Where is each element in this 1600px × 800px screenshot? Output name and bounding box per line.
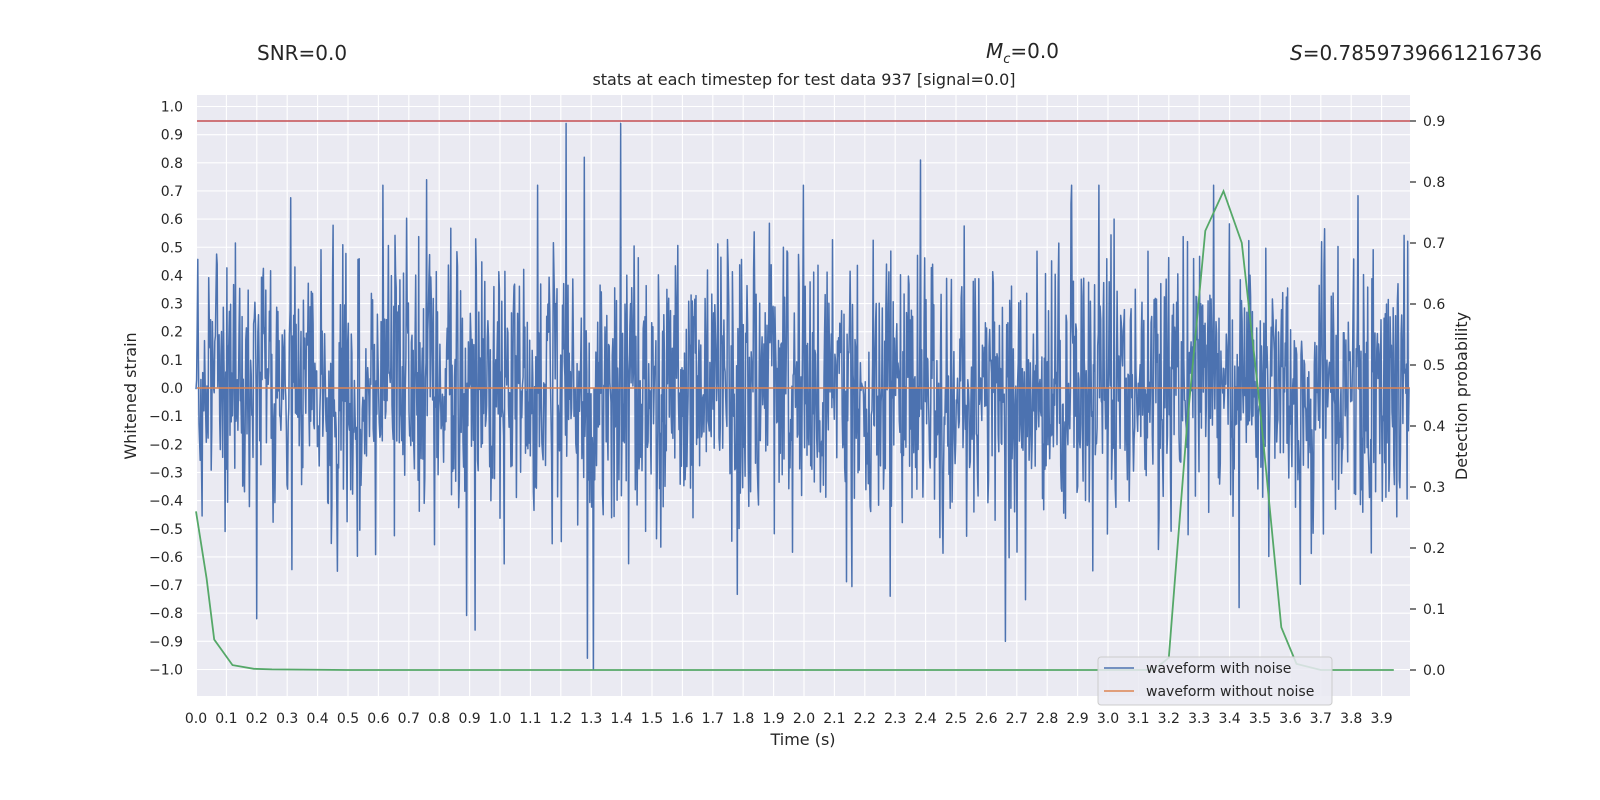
x-tick-label: 3.4 [1218, 711, 1240, 727]
x-tick-label: 1.6 [671, 711, 693, 727]
y2-tick-label: 0.1 [1423, 602, 1445, 618]
y-tick-label: 0.8 [161, 156, 183, 172]
x-tick-labels: 0.0 0.1 0.2 0.3 0.4 0.5 0.6 0.7 0.8 0.9 1.0 1.1 1.2 1… [185, 711, 1393, 727]
x-tick-label: 2.6 [975, 711, 997, 727]
y2-tick-label: 0.8 [1423, 175, 1445, 191]
noise-series [195, 122, 1410, 671]
y2-tick-label: 0.7 [1423, 236, 1445, 252]
x-tick-label: 0.3 [276, 711, 298, 727]
y-tick-label: −1.0 [149, 663, 183, 679]
x-tick-label: 2.3 [884, 711, 906, 727]
x-tick-label: 0.7 [398, 711, 420, 727]
x-tick-label: 2.8 [1036, 711, 1058, 727]
x-tick-label: 1.5 [641, 711, 663, 727]
legend-label-noise: waveform with noise [1146, 661, 1291, 677]
x-tick-label: 0.8 [428, 711, 450, 727]
x-tick-label: 0.2 [246, 711, 268, 727]
y-axis-label: Whitened strain [121, 332, 140, 459]
x-tick-label: 0.0 [185, 711, 207, 727]
y-tick-label: 0.1 [161, 353, 183, 369]
x-tick-label: 3.2 [1158, 711, 1180, 727]
x-tick-label: 1.3 [580, 711, 602, 727]
x-tick-label: 1.4 [610, 711, 632, 727]
waveform-with-noise-line [195, 122, 1410, 671]
y-tick-label: 1.0 [161, 100, 183, 116]
y-tick-label: 0.0 [161, 381, 183, 397]
y-tick-label: 0.6 [161, 212, 183, 228]
x-tick-label: 3.7 [1310, 711, 1332, 727]
x-tick-label: 3.8 [1340, 711, 1362, 727]
y-tick-label: 0.9 [161, 128, 183, 144]
x-tick-label: 0.1 [215, 711, 237, 727]
x-tick-label: 2.2 [854, 711, 876, 727]
x-tick-label: 1.2 [550, 711, 572, 727]
mc-symbol: M [986, 39, 1004, 63]
s-value: =0.7859739661216736 [1302, 41, 1543, 65]
y2-tick-label: 0.4 [1423, 419, 1445, 435]
x-tick-label: 2.5 [945, 711, 967, 727]
y-tick-label: −0.5 [149, 522, 183, 538]
x-tick-label: 1.0 [489, 711, 511, 727]
x-tick-label: 3.6 [1279, 711, 1301, 727]
x-axis-label: Time (s) [769, 730, 835, 749]
mc-subscript: c [1003, 52, 1011, 67]
y-tick-label: −0.4 [149, 494, 183, 510]
y2-axis-label: Detection probability [1452, 312, 1471, 480]
y2-tick-label: 0.5 [1423, 358, 1445, 374]
y-tick-label: −0.6 [149, 550, 183, 566]
y-tick-label: 0.2 [161, 325, 183, 341]
y-tick-label: −0.7 [149, 578, 183, 594]
legend: waveform with noise waveform without noi… [1097, 656, 1333, 706]
y-tick-label: −0.3 [149, 465, 183, 481]
snr-annotation: SNR=0.0 [257, 41, 348, 65]
x-tick-label: 3.5 [1249, 711, 1271, 727]
x-tick-label: 2.7 [1006, 711, 1028, 727]
y-tick-labels: 1.0 0.9 0.8 0.7 0.6 0.5 0.4 0.3 0.2 0.1 0.0 −0.1 −0.… [149, 100, 183, 679]
y-tick-label: 0.7 [161, 184, 183, 200]
y2-tick-label: 0.6 [1423, 297, 1445, 313]
y-tick-label: 0.4 [161, 268, 183, 284]
x-tick-label: 0.6 [367, 711, 389, 727]
y-tick-label: −0.2 [149, 437, 183, 453]
s-symbol: S [1290, 41, 1303, 65]
y-tick-label: −0.8 [149, 606, 183, 622]
legend-label-clean: waveform without noise [1146, 684, 1314, 700]
legend-box [1097, 656, 1333, 706]
x-tick-label: 1.8 [732, 711, 754, 727]
x-tick-label: 2.1 [823, 711, 845, 727]
x-tick-label: 1.7 [702, 711, 724, 727]
y-tick-label: −0.9 [149, 634, 183, 650]
s-annotation: S=0.7859739661216736 [1290, 41, 1542, 65]
y2-tick-label: 0.2 [1423, 541, 1445, 557]
mc-value: =0.0 [1010, 39, 1059, 63]
y2-tick-label: 0.0 [1423, 663, 1445, 679]
y-tick-label: 0.5 [161, 240, 183, 256]
y2-tick-label: 0.9 [1423, 114, 1445, 130]
y-tick-label: 0.3 [161, 297, 183, 313]
chart-title: stats at each timestep for test data 937… [592, 70, 1016, 89]
x-tick-label: 2.0 [793, 711, 815, 727]
x-tick-label: 0.4 [306, 711, 328, 727]
x-tick-label: 3.0 [1097, 711, 1119, 727]
y2-tick-label: 0.3 [1423, 480, 1445, 496]
x-tick-label: 3.1 [1127, 711, 1149, 727]
x-tick-label: 1.9 [762, 711, 784, 727]
y-tick-label: −0.1 [149, 409, 183, 425]
x-tick-label: 0.9 [458, 711, 480, 727]
x-tick-label: 3.3 [1188, 711, 1210, 727]
x-tick-label: 3.9 [1370, 711, 1392, 727]
x-tick-label: 1.1 [519, 711, 541, 727]
x-tick-label: 2.9 [1066, 711, 1088, 727]
x-tick-label: 0.5 [337, 711, 359, 727]
x-tick-label: 2.4 [914, 711, 936, 727]
mc-annotation: Mc=0.0 [986, 39, 1059, 67]
y2-tick-labels: 0.9 0.8 0.7 0.6 0.5 0.4 0.3 0.2 0.1 0.0 [1410, 114, 1445, 679]
